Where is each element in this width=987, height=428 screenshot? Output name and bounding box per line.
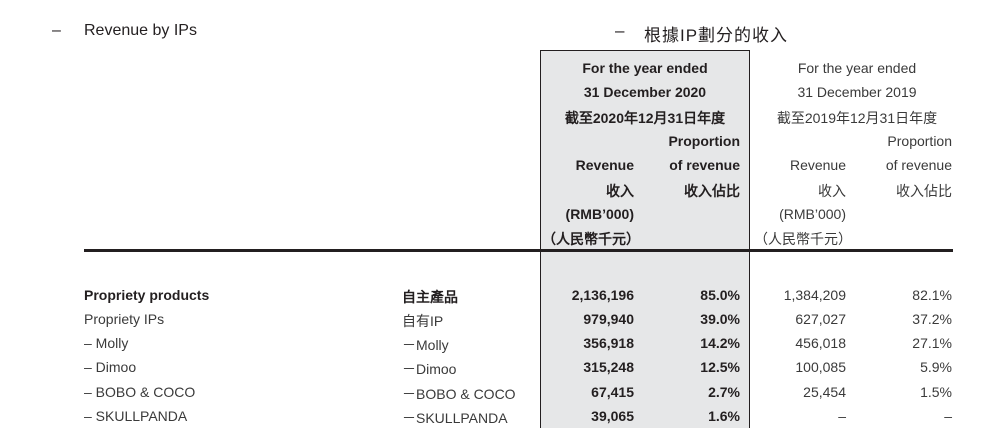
- period-2019-line2: 31 December 2019: [797, 84, 917, 100]
- prop-2020-value: 14.2%: [700, 335, 740, 351]
- rev-2020-value: 2,136,196: [571, 287, 634, 303]
- heading-dash-zh: –: [615, 21, 625, 40]
- row-label-en: – Dimoo: [84, 359, 137, 375]
- prop-2019-value: 37.2%: [912, 311, 952, 327]
- header-rule: [84, 249, 953, 252]
- section-title-en: Revenue by IPs: [84, 22, 197, 39]
- row-label-zh: －SKULLPANDA: [402, 410, 508, 426]
- prop-2020-line2: of revenue: [669, 157, 740, 173]
- prop-2019-value: 27.1%: [912, 335, 952, 351]
- prop-2020-zh: 收入佔比: [684, 183, 740, 199]
- rev-2019-value: 1,384,209: [783, 287, 846, 303]
- row-label-en: Propriety products: [84, 287, 210, 303]
- row-label-zh: －Molly: [402, 337, 449, 353]
- period-2019-zh: 截至2019年12月31日年度: [776, 110, 938, 126]
- prop-2019-zh: 收入佔比: [896, 183, 952, 199]
- rev-2020-zh: 收入: [606, 183, 634, 199]
- prop-2020-value: 85.0%: [700, 287, 740, 303]
- prop-2019-value: –: [944, 408, 952, 424]
- prop-2019-value: 82.1%: [912, 287, 952, 303]
- prop-2019-line1: Proportion: [887, 133, 952, 149]
- rev-2020-value: 315,248: [583, 359, 634, 375]
- period-2020-zh: 截至2020年12月31日年度: [564, 110, 726, 126]
- prop-2020-value: 2.7%: [708, 384, 740, 400]
- row-label-en: Propriety IPs: [84, 311, 165, 327]
- rev-2019-zh: 收入: [818, 183, 846, 199]
- row-label-zh: －Dimoo: [402, 361, 457, 377]
- period-2019-line1: For the year ended: [797, 60, 917, 76]
- rev-2019-value: 100,085: [795, 359, 846, 375]
- prop-2020-value: 39.0%: [700, 311, 740, 327]
- heading-dash: –: [52, 22, 61, 39]
- rev-2019-value: 25,454: [803, 384, 846, 400]
- unit-2020-zh: （人民幣千元）: [542, 231, 640, 247]
- unit-2019-zh: （人民幣千元）: [754, 231, 852, 247]
- rev-2020-value: 67,415: [591, 384, 634, 400]
- unit-2019-en: (RMB’000): [779, 206, 846, 222]
- rev-2020-value: 39,065: [591, 408, 634, 424]
- row-label-en: – Molly: [84, 335, 129, 351]
- row-label-zh: －BOBO & COCO: [402, 386, 516, 402]
- rev-2020-label: Revenue: [575, 157, 634, 173]
- rev-2019-value: –: [838, 408, 846, 424]
- unit-2020-en: (RMB’000): [565, 206, 634, 222]
- period-2020-line1: For the year ended: [582, 60, 708, 76]
- row-label-en: – SKULLPANDA: [84, 408, 188, 424]
- period-2020-line2: 31 December 2020: [583, 84, 707, 100]
- row-label-zh: 自有IP: [402, 313, 444, 329]
- highlight-2020-column: [540, 50, 750, 428]
- rev-2019-label: Revenue: [789, 157, 846, 173]
- row-label-zh: 自主產品: [402, 289, 458, 305]
- prop-2020-value: 1.6%: [708, 408, 740, 424]
- rev-2019-value: 627,027: [795, 311, 846, 327]
- row-label-en: – BOBO & COCO: [84, 384, 196, 400]
- rev-2020-value: 979,940: [583, 311, 634, 327]
- prop-2019-value: 5.9%: [920, 359, 952, 375]
- prop-2020-line1: Proportion: [668, 133, 740, 149]
- rev-2020-value: 356,918: [583, 335, 634, 351]
- prop-2019-value: 1.5%: [920, 384, 952, 400]
- section-title-zh: 根據IP劃分的收入: [644, 26, 789, 45]
- prop-2020-value: 12.5%: [700, 359, 740, 375]
- prop-2019-line2: of revenue: [885, 157, 952, 173]
- rev-2019-value: 456,018: [795, 335, 846, 351]
